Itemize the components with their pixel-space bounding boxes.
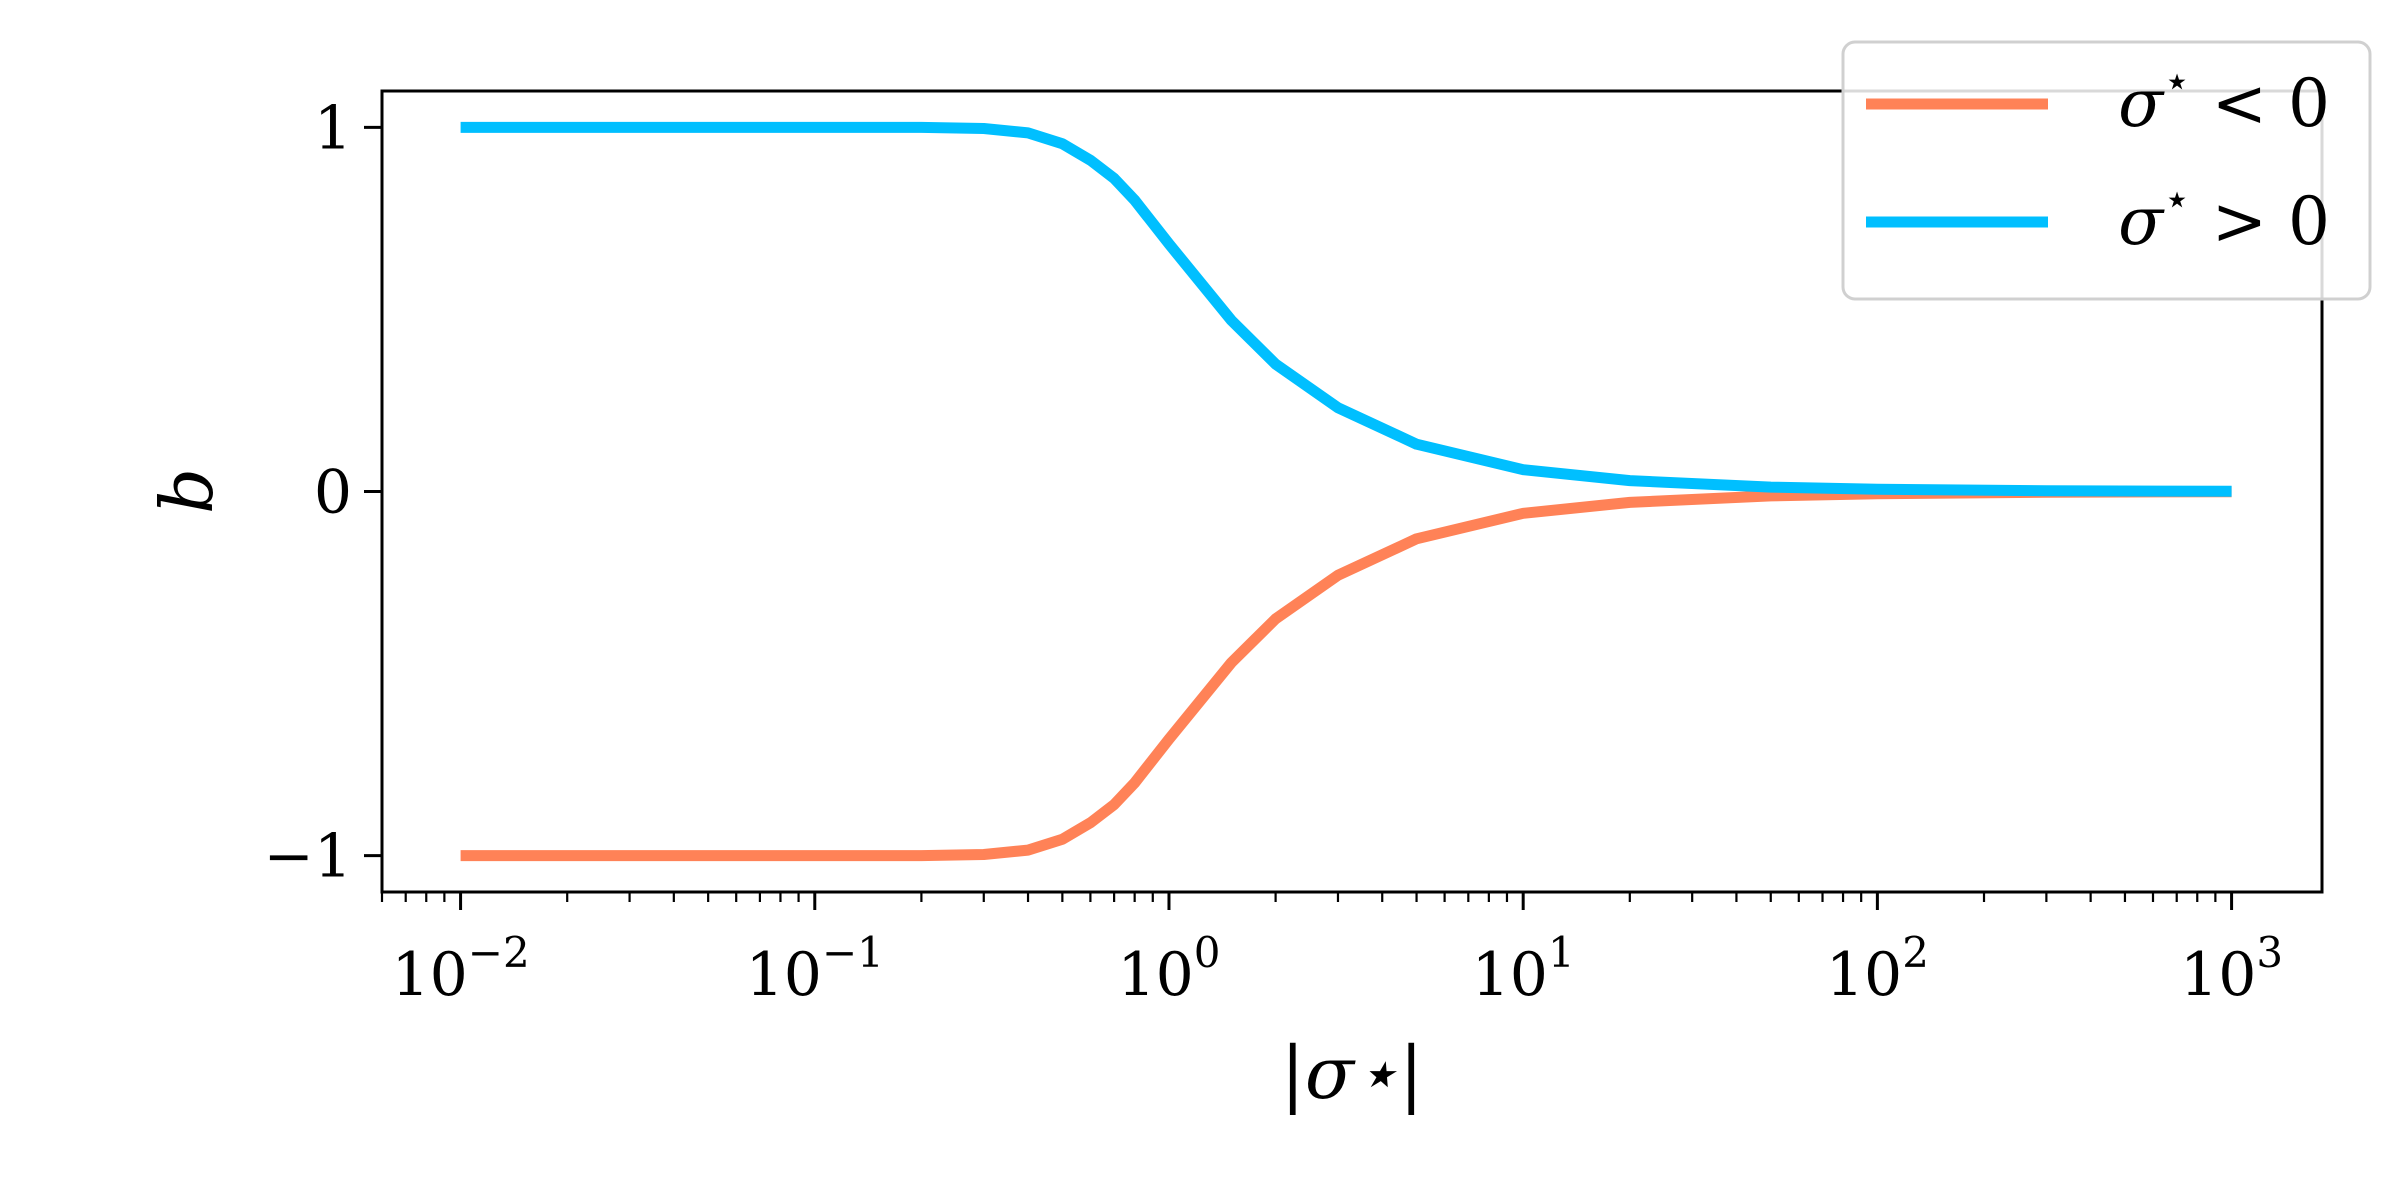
x-axis-label: |σ⋆| (1281, 1031, 1424, 1115)
y-axis-label: b (145, 468, 229, 514)
legend-label-2: σ⋆ > 0 (2118, 174, 2330, 260)
legend: σ⋆ < 0 σ⋆ > 0 (1841, 40, 2372, 301)
y-tick-label: 1 (314, 93, 352, 163)
series-line-2 (460, 121, 2232, 497)
y-tick-label: −1 (264, 822, 352, 892)
x-tick-label: 10−1 (746, 928, 884, 1010)
y-tick-label: 0 (314, 458, 352, 528)
series-line-1 (460, 486, 2232, 862)
x-tick-label: 10−2 (391, 928, 529, 1010)
legend-entries: σ⋆ < 0 σ⋆ > 0 (1866, 56, 2330, 260)
legend-label-1: σ⋆ < 0 (2118, 56, 2330, 142)
x-tick-label: 102 (1826, 928, 1929, 1010)
ticks-layer (364, 125, 2234, 910)
x-tick-label: 103 (2180, 928, 2283, 1010)
x-tick-label: 100 (1117, 928, 1220, 1010)
x-tick-label: 101 (1472, 928, 1575, 1010)
series-layer (460, 121, 2232, 862)
